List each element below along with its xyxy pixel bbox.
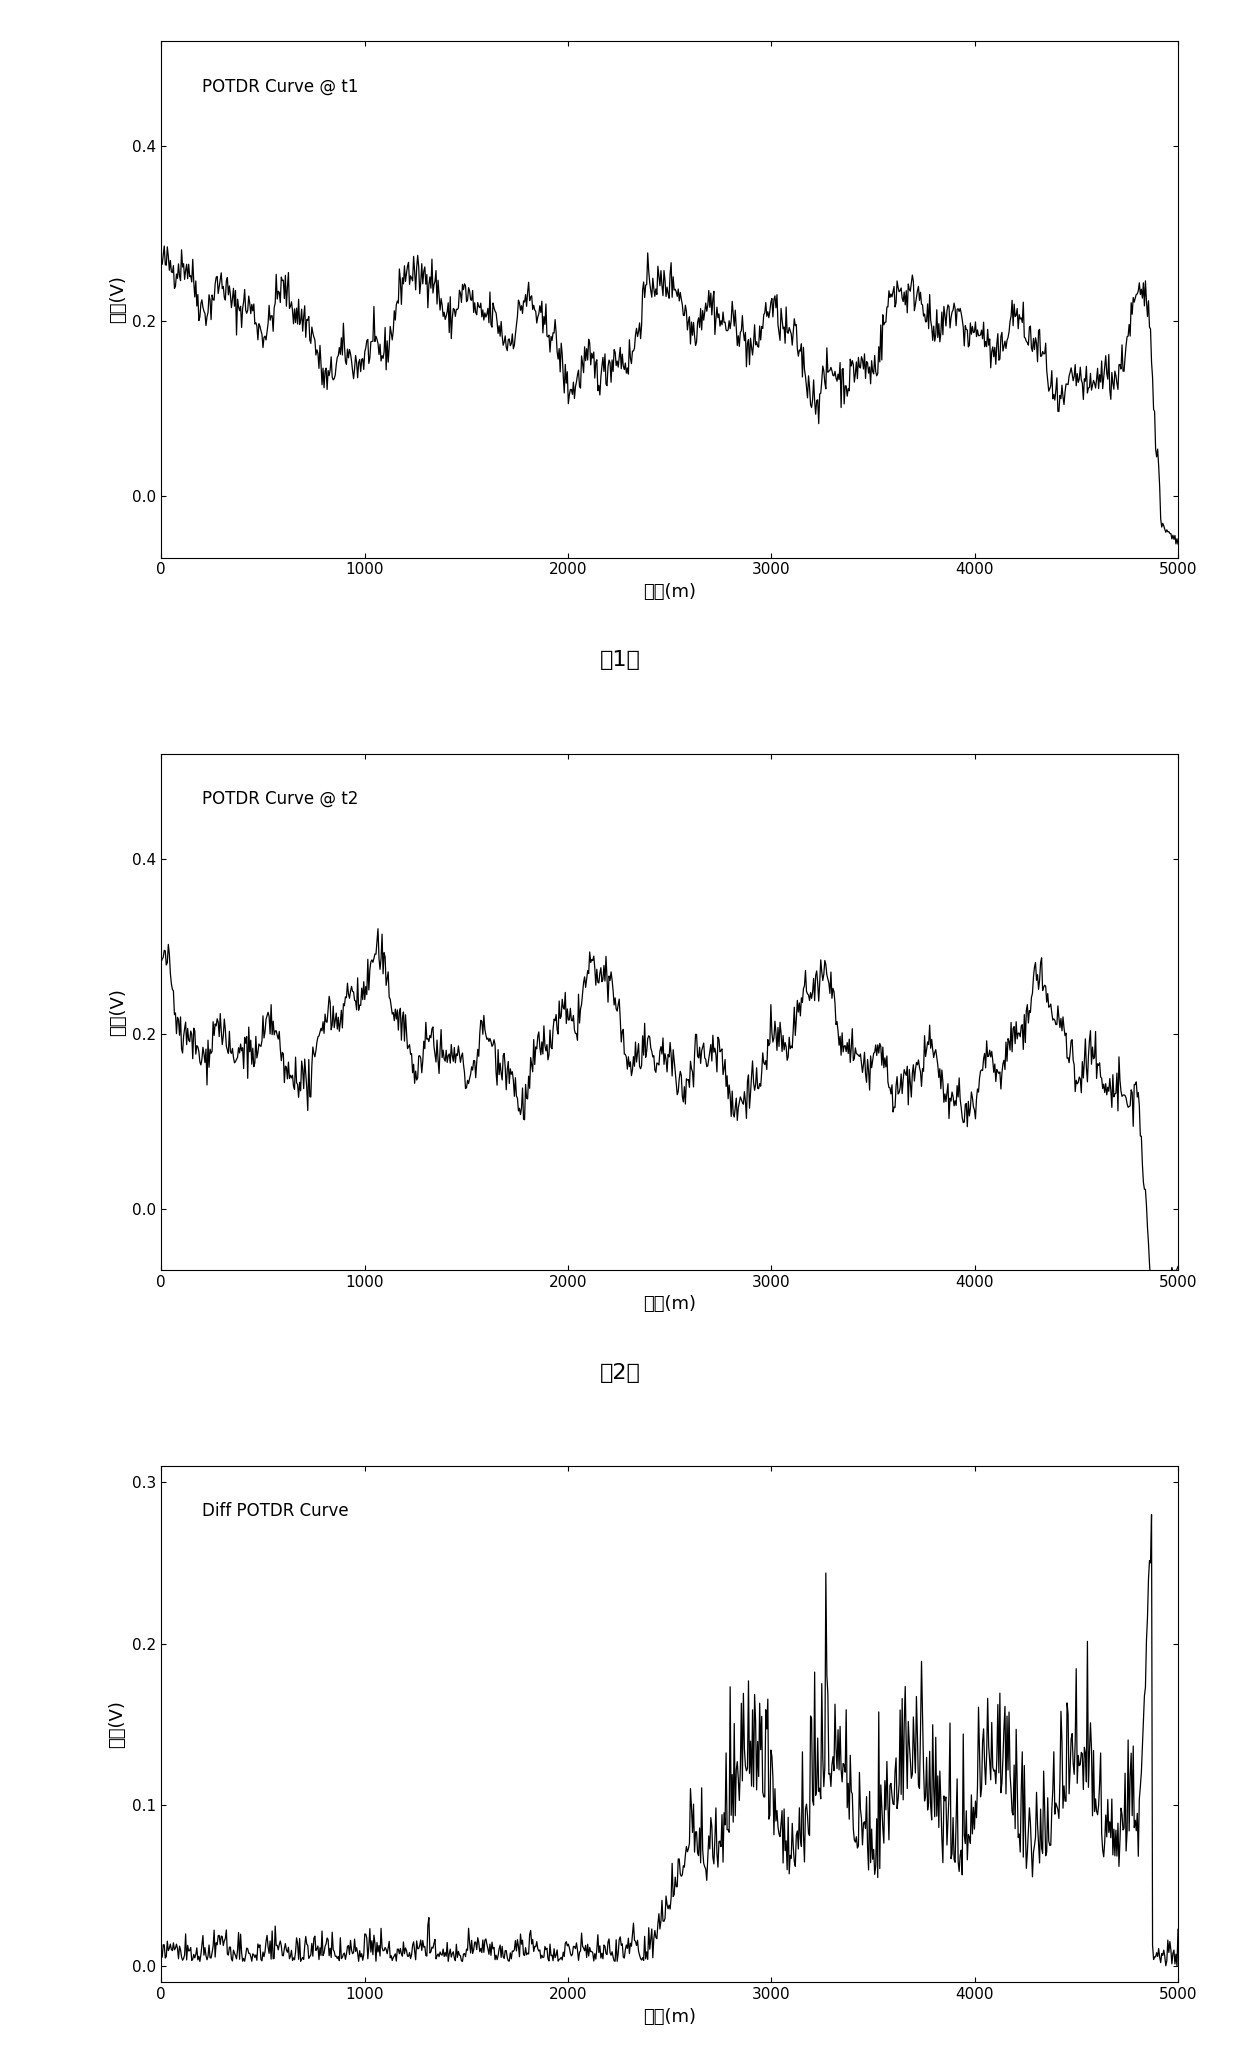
Text: POTDR Curve @ t1: POTDR Curve @ t1 — [202, 76, 358, 95]
Text: POTDR Curve @ t2: POTDR Curve @ t2 — [202, 789, 358, 807]
Text: （2）: （2） — [600, 1363, 640, 1384]
Y-axis label: 电压(V): 电压(V) — [109, 987, 126, 1037]
Y-axis label: 电压(V): 电压(V) — [109, 1699, 126, 1749]
X-axis label: 距离(m): 距离(m) — [644, 1295, 696, 1313]
X-axis label: 距离(m): 距离(m) — [644, 582, 696, 601]
Text: （1）: （1） — [600, 650, 640, 671]
Text: Diff POTDR Curve: Diff POTDR Curve — [202, 1503, 348, 1520]
X-axis label: 距离(m): 距离(m) — [644, 2007, 696, 2026]
Y-axis label: 电压(V): 电压(V) — [109, 275, 126, 324]
